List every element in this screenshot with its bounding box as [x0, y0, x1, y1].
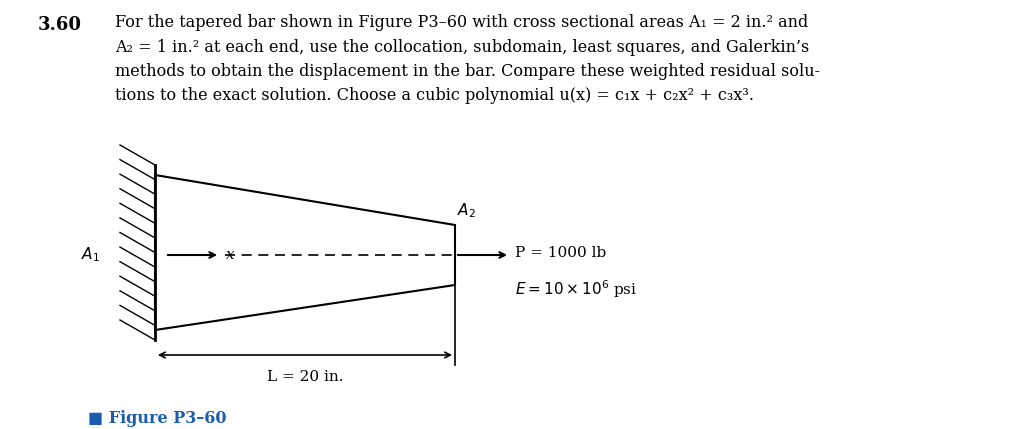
Text: P = 1000 lb: P = 1000 lb [515, 246, 606, 260]
Text: $A_2$: $A_2$ [457, 201, 476, 220]
Text: x: x [226, 248, 234, 262]
Text: tions to the exact solution. Choose a cubic polynomial u(x) = c₁x + c₂x² + c₃x³.: tions to the exact solution. Choose a cu… [115, 88, 754, 105]
Text: $E = 10 \times 10^6$ psi: $E = 10 \times 10^6$ psi [515, 278, 637, 300]
Text: $A_1$: $A_1$ [81, 246, 100, 264]
Text: methods to obtain the displacement in the bar. Compare these weighted residual s: methods to obtain the displacement in th… [115, 63, 820, 80]
Text: L = 20 in.: L = 20 in. [266, 370, 343, 384]
Text: ■ Figure P3–60: ■ Figure P3–60 [88, 410, 226, 427]
Text: 3.60: 3.60 [38, 16, 82, 34]
Polygon shape [155, 175, 455, 330]
Text: For the tapered bar shown in Figure P3–60 with cross sectional areas A₁ = 2 in.²: For the tapered bar shown in Figure P3–6… [115, 14, 808, 31]
Text: A₂ = 1 in.² at each end, use the collocation, subdomain, least squares, and Gale: A₂ = 1 in.² at each end, use the colloca… [115, 39, 809, 55]
